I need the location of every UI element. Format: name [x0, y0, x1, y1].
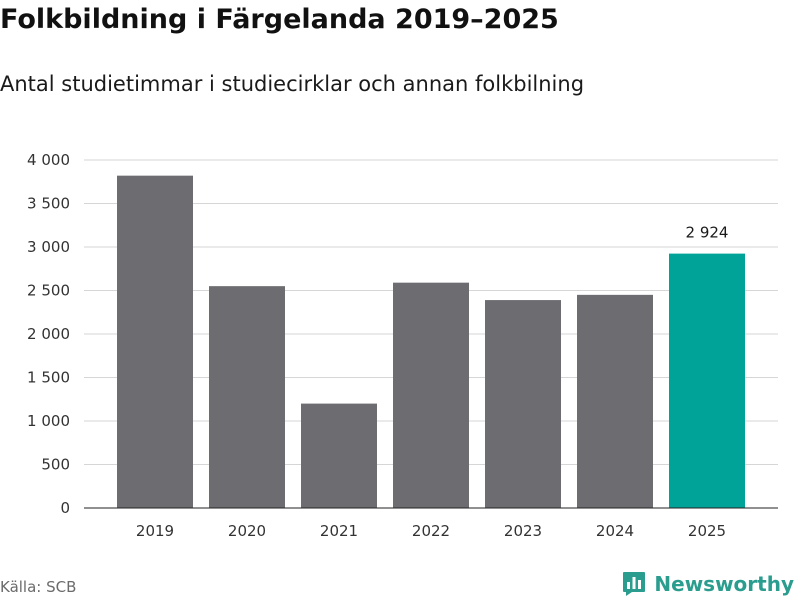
- bar-2020: [209, 286, 285, 508]
- bar-2025: [669, 253, 745, 508]
- x-tick-label: 2024: [596, 522, 634, 540]
- y-tick-label: 0: [60, 499, 70, 517]
- x-tick-label: 2025: [688, 522, 726, 540]
- x-tick-label: 2021: [320, 522, 358, 540]
- data-labels: 2 924: [686, 224, 729, 242]
- bar-2022: [393, 282, 469, 508]
- source-note: Källa: SCB: [0, 578, 77, 596]
- brand-name: Newsworthy: [654, 572, 794, 596]
- y-tick-label: 2 000: [27, 325, 70, 343]
- y-tick-label: 500: [41, 456, 70, 474]
- y-tick-label: 4 000: [27, 151, 70, 169]
- bar-2024: [577, 294, 653, 508]
- y-tick-label: 3 000: [27, 238, 70, 256]
- x-axis-tick-labels: 2019 2020 2021 2022 2023 2024 2025: [136, 522, 726, 540]
- bars: [117, 175, 745, 508]
- x-tick-label: 2019: [136, 522, 174, 540]
- bar-2019: [117, 175, 193, 508]
- y-tick-label: 3 500: [27, 195, 70, 213]
- x-tick-label: 2023: [504, 522, 542, 540]
- newsworthy-logo-icon: [623, 572, 646, 596]
- x-tick-label: 2020: [228, 522, 266, 540]
- y-tick-label: 1 000: [27, 412, 70, 430]
- y-tick-label: 2 500: [27, 282, 70, 300]
- x-tick-label: 2022: [412, 522, 450, 540]
- bar-2023: [485, 300, 561, 508]
- y-tick-label: 1 500: [27, 369, 70, 387]
- bar-2021: [301, 403, 377, 508]
- chart-title: Folkbildning i Färgelanda 2019–2025: [0, 4, 559, 35]
- y-axis-tick-labels: 0 500 1 000 1 500 2 000 2 500 3 000 3 500 4 000: [27, 151, 70, 517]
- data-label: 2 924: [686, 224, 729, 242]
- brand-logo: Newsworthy: [622, 568, 794, 600]
- chart-subtitle: Antal studietimmar i studiecirklar och a…: [0, 72, 585, 96]
